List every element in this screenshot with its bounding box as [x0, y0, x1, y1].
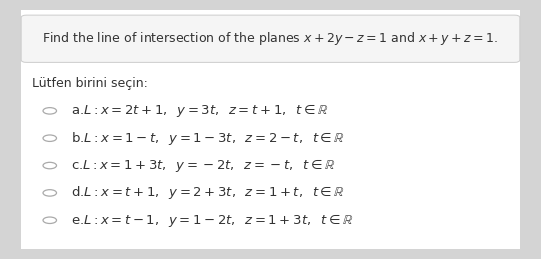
- Text: b.$L : x = 1 - t,\;\; y = 1 - 3t,\;\; z = 2 - t,\;\; t\in\mathbb{R}$: b.$L : x = 1 - t,\;\; y = 1 - 3t,\;\; z …: [70, 130, 345, 147]
- Text: Find the line of intersection of the planes $x + 2y - z = 1$ and $x + y + z = 1$: Find the line of intersection of the pla…: [42, 30, 498, 47]
- Circle shape: [43, 135, 56, 141]
- Text: Lütfen birini seçin:: Lütfen birini seçin:: [31, 77, 148, 90]
- Text: e.$L : x = t - 1,\;\; y = 1 - 2t,\;\; z = 1 + 3t,\;\; t\in\mathbb{R}$: e.$L : x = t - 1,\;\; y = 1 - 2t,\;\; z …: [70, 212, 353, 229]
- Circle shape: [43, 217, 56, 224]
- FancyBboxPatch shape: [21, 10, 520, 249]
- Text: a.$L : x = 2t + 1,\;\; y = 3t,\;\; z = t + 1,\;\; t\in\mathbb{R}$: a.$L : x = 2t + 1,\;\; y = 3t,\;\; z = t…: [70, 102, 328, 119]
- Circle shape: [43, 190, 56, 196]
- Circle shape: [43, 108, 56, 114]
- Text: c.$L : x = 1 + 3t,\;\; y = -2t,\;\; z = -t,\;\; t\in\mathbb{R}$: c.$L : x = 1 + 3t,\;\; y = -2t,\;\; z = …: [70, 157, 335, 174]
- Circle shape: [43, 162, 56, 169]
- Text: d.$L : x = t + 1,\;\; y = 2 + 3t,\;\; z = 1 + t,\;\; t\in\mathbb{R}$: d.$L : x = t + 1,\;\; y = 2 + 3t,\;\; z …: [70, 184, 345, 202]
- FancyBboxPatch shape: [21, 15, 520, 62]
